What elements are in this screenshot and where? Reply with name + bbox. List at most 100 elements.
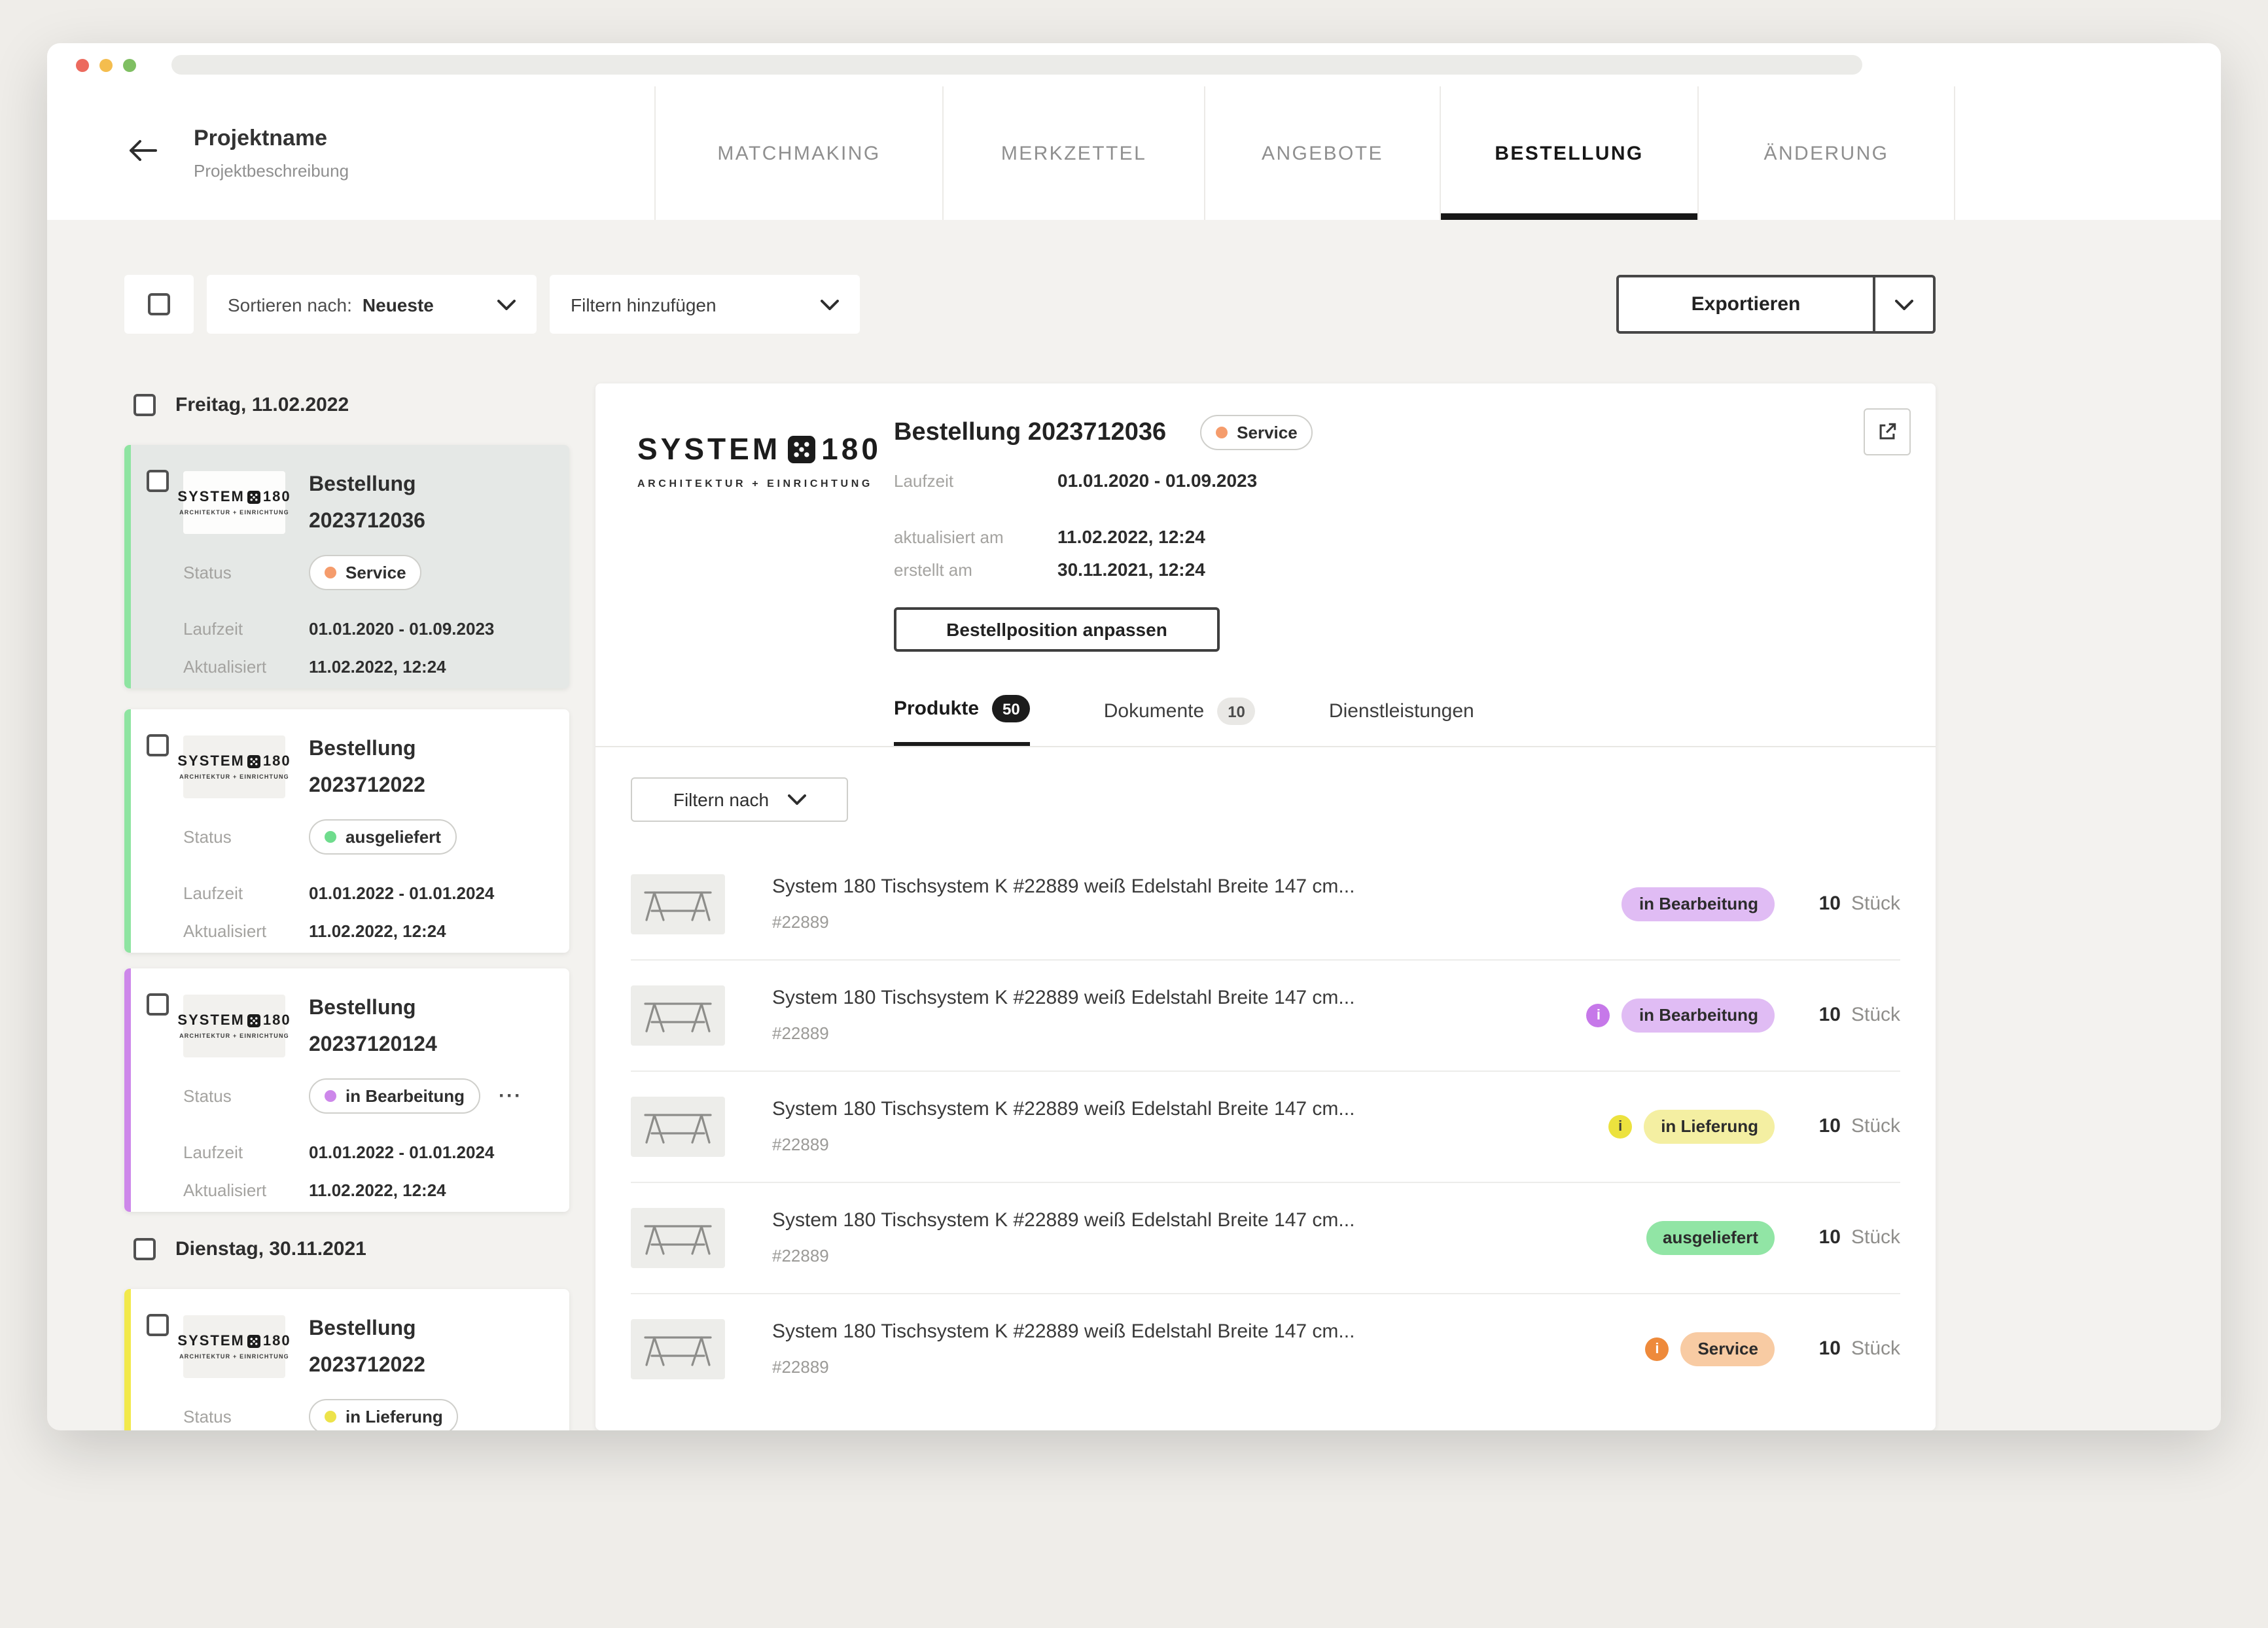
date-group-checkbox[interactable] <box>133 394 156 416</box>
order-checkbox[interactable] <box>147 470 169 492</box>
product-title: System 180 Tischsystem K #22889 weiß Ede… <box>772 1320 1355 1343</box>
order-card[interactable]: SYSTEM 180 ARCHITEKTUR + EINRICHTUNG Best… <box>124 709 569 953</box>
page-subtitle: Projektbeschreibung <box>194 161 349 181</box>
order-checkbox[interactable] <box>147 1314 169 1336</box>
product-sku: #22889 <box>772 1023 829 1043</box>
brand-name: SYSTEM <box>177 754 245 770</box>
created-value: 30.11.2021, 12:24 <box>1057 559 1205 580</box>
minimize-window-icon[interactable] <box>99 58 113 71</box>
system180-cube-icon <box>787 436 815 463</box>
order-card[interactable]: SYSTEM 180 ARCHITEKTUR + EINRICHTUNG Best… <box>124 1289 569 1430</box>
status-dot <box>325 1090 336 1102</box>
status-label: Status <box>183 827 232 847</box>
info-icon[interactable]: i <box>1608 1114 1633 1138</box>
product-row[interactable]: System 180 Tischsystem K #22889 weiß Ede… <box>595 1293 1936 1404</box>
system180-cube-icon <box>247 1014 260 1027</box>
address-bar[interactable] <box>171 55 1862 75</box>
order-checkbox[interactable] <box>147 734 169 756</box>
product-thumbnail <box>631 1207 725 1267</box>
brand-number: 180 <box>262 1013 291 1029</box>
product-row[interactable]: System 180 Tischsystem K #22889 weiß Ede… <box>595 1071 1936 1182</box>
order-menu-button[interactable]: ··· <box>499 1085 523 1107</box>
date-header-label: Dienstag, 30.11.2021 <box>175 1238 366 1260</box>
card-accent <box>124 445 131 688</box>
laufzeit-label: Laufzeit <box>183 619 243 639</box>
order-card[interactable]: SYSTEM 180 ARCHITEKTUR + EINRICHTUNG Best… <box>124 968 569 1212</box>
brand-logo: SYSTEM 180 ARCHITEKTUR + EINRICHTUNG <box>177 471 290 534</box>
order-card[interactable]: SYSTEM 180 ARCHITEKTUR + EINRICHTUNG Best… <box>124 445 569 688</box>
sort-value: Neueste <box>362 294 434 315</box>
date-header-label: Freitag, 11.02.2022 <box>175 394 349 416</box>
order-number: 2023712022 <box>309 1354 425 1377</box>
aktualisiert-value: 11.02.2022, 12:24 <box>309 657 446 677</box>
status-label: Status <box>183 1086 232 1106</box>
tab-dienstleistungen[interactable]: Dienstleistungen <box>1328 700 1474 722</box>
tab-bestellung[interactable]: BESTELLUNG <box>1440 86 1697 220</box>
product-status-badge: in Lieferung <box>1644 1109 1775 1143</box>
product-sku: #22889 <box>772 1135 829 1154</box>
chevron-down-icon <box>821 299 839 310</box>
status-label: Status <box>183 563 232 582</box>
export-menu-button[interactable] <box>1873 277 1933 331</box>
brand-name: SYSTEM <box>177 1013 245 1029</box>
tab-dokumente[interactable]: Dokumente 10 <box>1104 695 1256 747</box>
product-row[interactable]: System 180 Tischsystem K #22889 weiß Ede… <box>595 1182 1936 1293</box>
brand-number: 180 <box>262 1334 291 1349</box>
date-group-checkbox[interactable] <box>133 1238 156 1260</box>
export-button[interactable]: Exportieren <box>1691 293 1801 315</box>
sort-dropdown[interactable]: Sortieren nach: Neueste <box>207 275 537 334</box>
aktualisiert-label: Aktualisiert <box>183 921 267 941</box>
aktualisiert-label: Aktualisiert <box>183 657 267 677</box>
tab-matchmaking[interactable]: MATCHMAKING <box>654 86 942 220</box>
quantity-value: 10 <box>1818 893 1841 915</box>
quantity-unit: Stück <box>1851 1115 1900 1137</box>
dokumente-count-badge: 10 <box>1217 698 1256 725</box>
external-link-button[interactable] <box>1864 408 1911 455</box>
tab-angebote[interactable]: ANGEBOTE <box>1204 86 1440 220</box>
date-header: Freitag, 11.02.2022 <box>133 394 349 416</box>
zoom-window-icon[interactable] <box>123 58 136 71</box>
info-icon[interactable]: i <box>1645 1337 1669 1360</box>
browser-titlebar <box>47 43 2221 86</box>
table-icon <box>644 1002 712 1032</box>
back-button[interactable] <box>128 139 157 167</box>
laufzeit-label: Laufzeit <box>183 883 243 903</box>
product-row[interactable]: System 180 Tischsystem K #22889 weiß Ede… <box>595 848 1936 959</box>
status-badge: ausgeliefert <box>309 819 457 855</box>
tab-aenderung[interactable]: ÄNDERUNG <box>1697 86 1954 220</box>
select-all-box <box>124 275 194 334</box>
tab-produkte[interactable]: Produkte 50 <box>894 695 1031 747</box>
close-window-icon[interactable] <box>76 58 89 71</box>
laufzeit-value: 01.01.2022 - 01.01.2024 <box>309 883 495 903</box>
browser-window: Projektname Projektbeschreibung MATCHMAK… <box>47 43 2221 1430</box>
quantity-unit: Stück <box>1851 1226 1900 1248</box>
status-badge: in Bearbeitung <box>309 1078 481 1114</box>
select-all-checkbox[interactable] <box>148 293 170 315</box>
add-filter-dropdown[interactable]: Filtern hinzufügen <box>550 275 860 334</box>
chevron-down-icon <box>1895 299 1913 310</box>
product-title: System 180 Tischsystem K #22889 weiß Ede… <box>772 876 1355 898</box>
order-title: Bestellung 2023712036 <box>309 467 425 540</box>
brand-name: SYSTEM <box>177 1334 245 1349</box>
order-title: Bestellung 2023712022 <box>309 732 425 805</box>
quantity-value: 10 <box>1818 1226 1841 1248</box>
aktualisiert-label: Aktualisiert <box>183 1180 267 1200</box>
filter-by-button[interactable]: Filtern nach <box>631 777 848 822</box>
system180-cube-icon <box>247 755 260 768</box>
brand-number: 180 <box>262 489 291 505</box>
order-checkbox[interactable] <box>147 993 169 1016</box>
product-thumbnail <box>631 1318 725 1379</box>
brand-logo: SYSTEM 180 ARCHITEKTUR + EINRICHTUNG <box>177 735 290 798</box>
order-number: 2023712022 <box>309 775 425 797</box>
product-thumbnail <box>631 1096 725 1156</box>
product-sku: #22889 <box>772 1246 829 1265</box>
tab-merkzettel[interactable]: MERKZETTEL <box>942 86 1204 220</box>
brand-tagline: ARCHITEKTUR + EINRICHTUNG <box>637 478 873 489</box>
external-link-icon <box>1879 423 1896 440</box>
adjust-order-button[interactable]: Bestellposition anpassen <box>894 607 1220 652</box>
info-icon[interactable]: i <box>1586 1003 1610 1027</box>
table-icon <box>644 1113 712 1143</box>
sort-label: Sortieren nach: <box>228 294 352 315</box>
produkte-count-badge: 50 <box>992 695 1031 722</box>
product-row[interactable]: System 180 Tischsystem K #22889 weiß Ede… <box>595 959 1936 1071</box>
